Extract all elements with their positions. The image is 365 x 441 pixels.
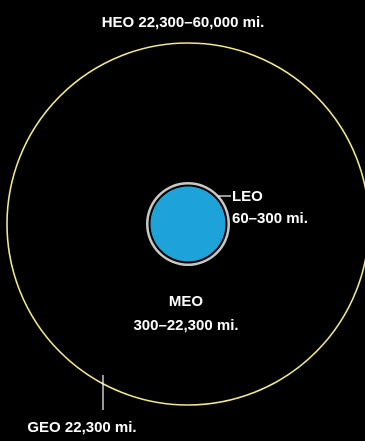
geo-orbit-ring <box>6 42 365 406</box>
earth <box>150 186 226 262</box>
leo-name-label: LEO <box>232 188 263 205</box>
heo-label: HEO 22,300–60,000 mi. <box>102 14 265 31</box>
meo-name-label: MEO <box>169 293 204 310</box>
geo-label: GEO 22,300 mi. <box>27 419 136 436</box>
meo-range-label: 300–22,300 mi. <box>133 317 238 334</box>
leo-range-label: 60–300 mi. <box>232 210 308 227</box>
